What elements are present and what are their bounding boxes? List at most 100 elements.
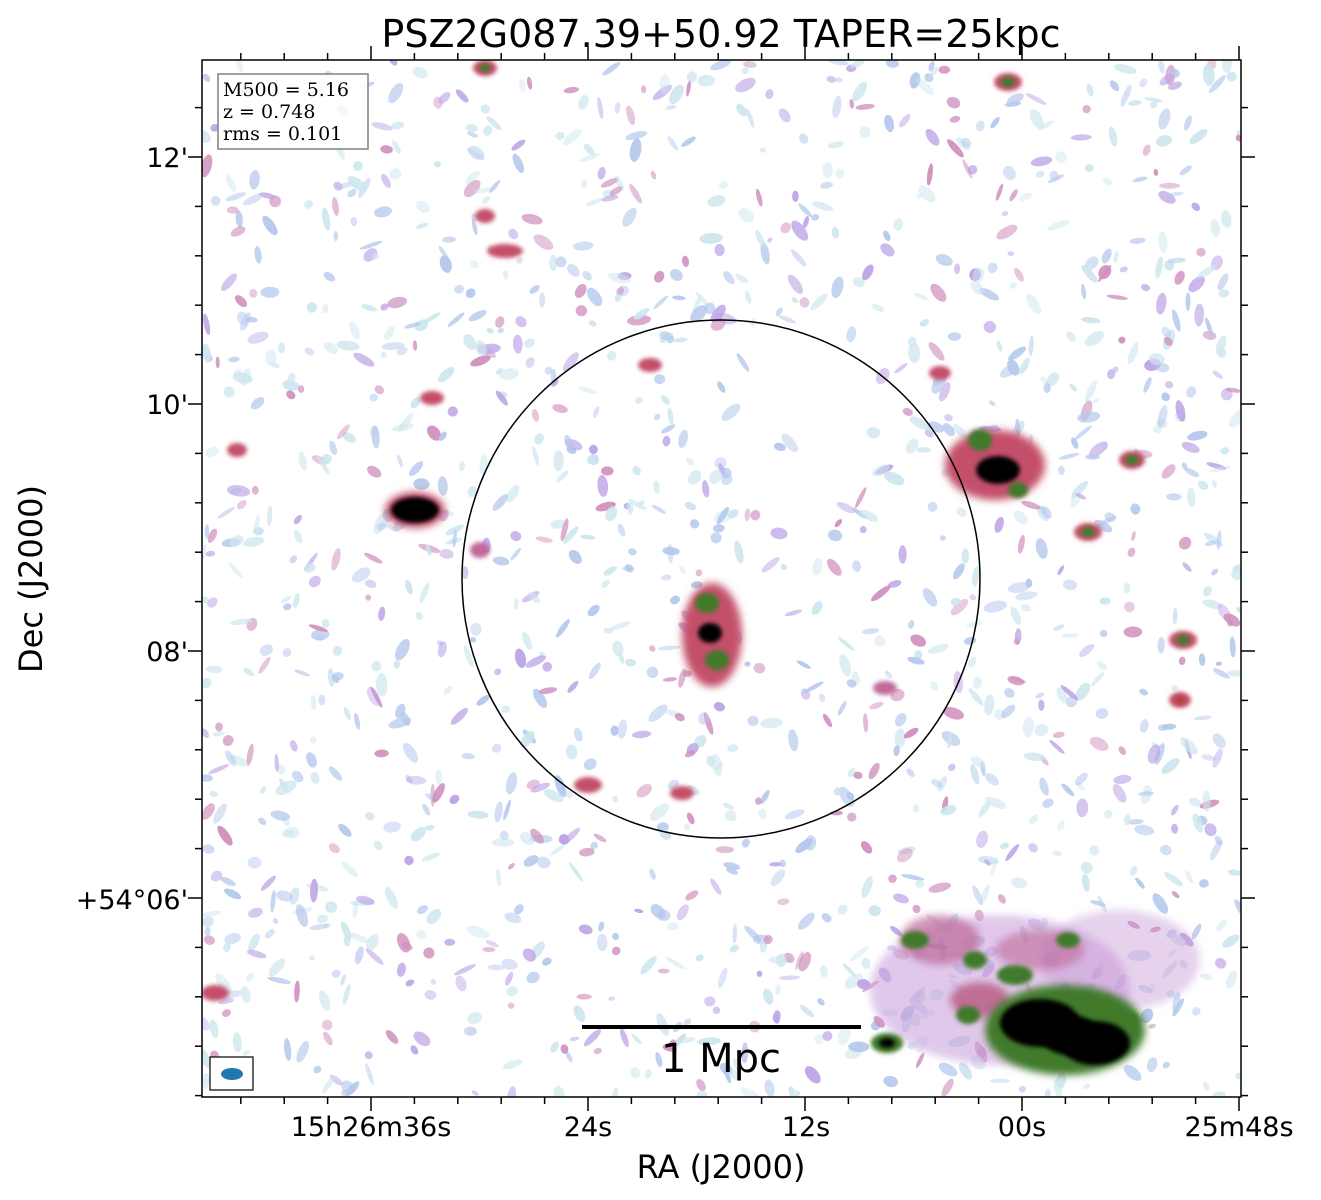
noise-speckle — [1099, 629, 1108, 638]
noise-speckle — [944, 414, 953, 422]
noise-speckle — [819, 965, 828, 978]
noise-speckle — [350, 216, 358, 227]
noise-speckle — [202, 1072, 210, 1089]
noise-speckle — [803, 216, 810, 228]
noise-speckle — [729, 944, 740, 953]
noise-speckle — [284, 1038, 292, 1062]
noise-speckle — [205, 665, 223, 674]
noise-speckle — [254, 514, 260, 535]
noise-speckle — [976, 830, 989, 848]
noise-speckle — [217, 825, 233, 846]
noise-speckle — [832, 95, 842, 119]
noise-speckle — [1194, 303, 1205, 327]
noise-speckle — [942, 423, 955, 437]
noise-speckle — [1123, 814, 1131, 826]
noise-speckle — [1081, 265, 1098, 283]
noise-speckle — [996, 224, 1018, 240]
noise-speckle — [424, 824, 435, 831]
noise-speckle — [1202, 1081, 1210, 1091]
noise-speckle — [990, 116, 1000, 129]
noise-speckle — [1034, 723, 1049, 737]
noise-speckle — [569, 862, 584, 882]
noise-speckle — [338, 823, 352, 837]
noise-speckle — [202, 728, 210, 738]
noise-speckle — [421, 852, 441, 862]
noise-speckle — [597, 97, 604, 120]
noise-speckle — [340, 974, 346, 986]
noise-speckle — [883, 230, 891, 242]
noise-speckle — [897, 846, 916, 855]
noise-speckle — [240, 368, 252, 387]
noise-speckle — [573, 727, 583, 742]
noise-speckle — [686, 812, 695, 825]
noise-speckle — [210, 870, 223, 882]
noise-speckle — [1202, 790, 1211, 812]
noise-speckle — [390, 121, 405, 130]
noise-speckle — [1202, 599, 1223, 609]
x-tick-label: 24s — [564, 1112, 612, 1143]
scale-bar-label: 1 Mpc — [661, 1036, 781, 1082]
small-sources — [202, 60, 1197, 1053]
noise-speckle — [1158, 231, 1168, 253]
noise-speckle — [327, 668, 335, 687]
noise-speckle — [1128, 100, 1142, 106]
noise-speckle — [282, 380, 300, 391]
noise-speckle — [262, 215, 278, 236]
noise-speckle — [348, 932, 370, 944]
noise-speckle — [1070, 134, 1092, 141]
noise-speckle — [534, 433, 544, 445]
noise-speckle — [364, 1051, 373, 1060]
noise-speckle — [248, 907, 263, 918]
noise-speckle — [1004, 101, 1022, 107]
noise-speckle — [1013, 638, 1021, 645]
noise-speckle — [452, 529, 457, 548]
noise-speckle — [352, 902, 358, 919]
noise-speckle — [1139, 688, 1148, 696]
noise-speckle — [309, 923, 329, 931]
noise-speckle — [1153, 169, 1159, 176]
noise-speckle — [635, 397, 643, 404]
noise-speckle — [342, 983, 351, 1005]
noise-speckle — [354, 713, 361, 730]
noise-speckle — [874, 635, 886, 647]
noise-speckle — [1007, 251, 1015, 256]
x-tick-label: 25m48s — [1184, 1112, 1293, 1143]
noise-speckle — [827, 141, 844, 149]
noise-speckle — [710, 532, 722, 544]
noise-speckle — [506, 484, 520, 503]
noise-speckle — [202, 73, 211, 82]
noise-speckle — [445, 524, 464, 536]
noise-speckle — [686, 784, 700, 796]
noise-speckle — [626, 501, 634, 515]
noise-speckle — [275, 780, 297, 796]
noise-speckle — [470, 355, 491, 367]
noise-speckle — [727, 744, 739, 753]
noise-speckle — [779, 859, 786, 868]
noise-speckle — [492, 556, 510, 566]
noise-speckle — [650, 170, 657, 180]
noise-speckle — [776, 953, 787, 968]
noise-speckle — [1155, 256, 1163, 279]
noise-speckle — [984, 796, 1007, 809]
noise-speckle — [1202, 64, 1215, 86]
noise-speckle — [848, 1041, 870, 1053]
noise-speckle — [396, 933, 411, 953]
noise-speckle — [291, 770, 304, 783]
noise-speckle — [242, 536, 265, 547]
noise-speckle — [1206, 462, 1227, 470]
noise-speckle — [1082, 104, 1091, 114]
noise-speckle — [210, 196, 221, 206]
noise-speckle — [1148, 353, 1165, 366]
noise-speckle — [625, 130, 648, 141]
noise-speckle — [507, 1002, 515, 1009]
noise-speckle — [499, 368, 519, 380]
noise-speckle — [437, 366, 455, 383]
noise-speckle — [672, 295, 686, 301]
noise-speckle — [598, 921, 605, 932]
noise-speckle — [1172, 608, 1178, 625]
noise-speckle — [494, 801, 503, 823]
noise-speckle — [926, 163, 934, 186]
noise-speckle — [1009, 189, 1018, 202]
noise-speckle — [565, 744, 578, 760]
noise-speckle — [901, 874, 925, 881]
